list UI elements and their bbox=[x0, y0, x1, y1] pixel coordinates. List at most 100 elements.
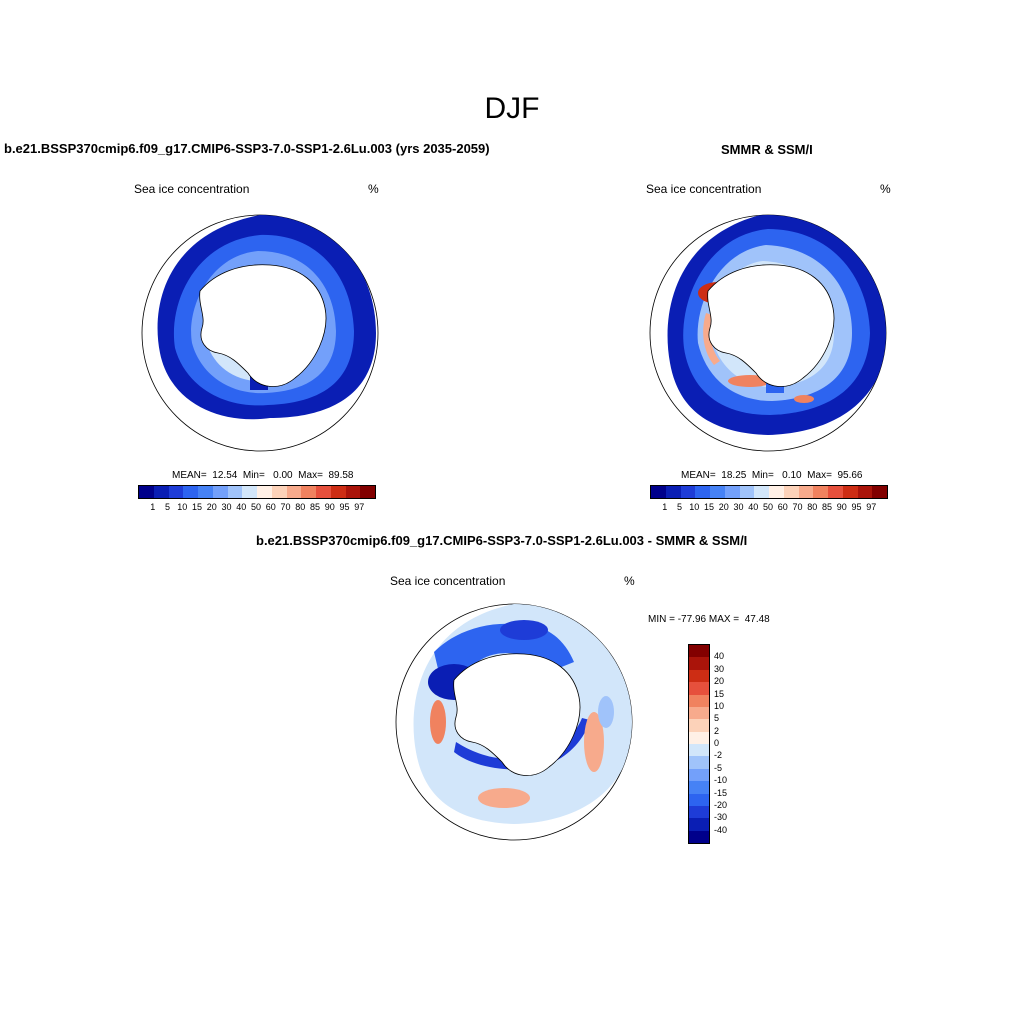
colorbar-obs-swatch bbox=[665, 486, 681, 498]
variable-label-model: Sea ice concentration bbox=[134, 182, 250, 196]
colorbar-diff-swatch bbox=[689, 744, 709, 757]
colorbar-diff-tick-label: 40 bbox=[714, 651, 725, 662]
colorbar-diff-swatch bbox=[689, 706, 709, 720]
colorbar-diff-tick-label: -15 bbox=[714, 787, 728, 798]
colorbar-obs-swatch bbox=[813, 486, 828, 498]
colorbar-diff bbox=[688, 644, 710, 844]
colorbar-model bbox=[138, 485, 376, 499]
polar-map-diff bbox=[395, 603, 633, 841]
colorbar-obs-swatch bbox=[857, 486, 873, 498]
colorbar-obs-tick-label: 95 bbox=[851, 502, 862, 512]
colorbar-model-swatch bbox=[198, 486, 213, 498]
panel-title-model: b.e21.BSSP370cmip6.f09_g17.CMIP6-SSP3-7.… bbox=[4, 141, 490, 156]
colorbar-diff-swatch bbox=[689, 818, 709, 831]
colorbar-obs-swatch bbox=[754, 486, 769, 498]
colorbar-diff-swatch bbox=[689, 645, 709, 658]
colorbar-model-swatch bbox=[301, 486, 316, 498]
colorbar-model-tick-label: 70 bbox=[280, 502, 291, 512]
colorbar-diff-tick-label: 0 bbox=[714, 738, 720, 748]
colorbar-obs-swatch bbox=[828, 486, 843, 498]
colorbar-model-tick-label: 5 bbox=[164, 502, 171, 512]
figure-title: DJF bbox=[484, 92, 540, 125]
colorbar-obs-tick-label: 30 bbox=[733, 502, 744, 512]
colorbar-diff-swatch bbox=[689, 731, 709, 744]
colorbar-obs-tick-label: 15 bbox=[703, 502, 715, 512]
colorbar-diff-tick-label: -5 bbox=[714, 762, 723, 773]
colorbar-diff-swatch bbox=[689, 781, 709, 794]
colorbar-model-swatch bbox=[183, 486, 198, 498]
units-label-obs: % bbox=[880, 182, 891, 196]
colorbar-obs-tick-label: 90 bbox=[836, 502, 847, 512]
colorbar-diff-tick-label: -30 bbox=[714, 812, 728, 823]
colorbar-diff-tick-label: 30 bbox=[714, 663, 725, 674]
stats-model: MEAN= 12.54 Min= 0.00 Max= 89.58 bbox=[172, 470, 354, 481]
polar-map-obs bbox=[649, 214, 887, 452]
colorbar-diff-swatch bbox=[689, 719, 709, 732]
colorbar-diff-tick-label: 2 bbox=[714, 725, 720, 736]
colorbar-model-tick-label: 85 bbox=[309, 502, 321, 512]
colorbar-diff-swatch bbox=[689, 805, 709, 819]
colorbar-obs-swatch bbox=[783, 486, 799, 498]
colorbar-obs-swatch bbox=[680, 486, 696, 498]
variable-label-diff: Sea ice concentration bbox=[390, 574, 506, 588]
colorbar-diff-swatch bbox=[689, 768, 709, 782]
polar-map-model bbox=[141, 214, 379, 452]
colorbar-diff-swatch bbox=[689, 793, 709, 806]
colorbar-diff-swatch bbox=[689, 694, 709, 707]
colorbar-obs-swatch bbox=[651, 486, 666, 498]
colorbar-model-tick-label: 50 bbox=[250, 502, 262, 512]
colorbar-obs-swatch bbox=[724, 486, 740, 498]
antarctica-landmass bbox=[199, 264, 327, 387]
colorbar-model-tick-label: 80 bbox=[295, 502, 306, 512]
colorbar-obs-tick-label: 97 bbox=[866, 502, 877, 512]
colorbar-diff-tick-label: 10 bbox=[714, 700, 725, 711]
units-label-model: % bbox=[368, 182, 379, 196]
variable-label-obs: Sea ice concentration bbox=[646, 182, 762, 196]
colorbar-model-swatch bbox=[227, 486, 243, 498]
colorbar-ticks-model: 1 5 10 15 20 30 40 50 60 70 80 85 90 95 97 bbox=[138, 502, 374, 514]
colorbar-obs-swatch bbox=[739, 486, 755, 498]
colorbar-obs-tick-label: 5 bbox=[676, 502, 683, 512]
stats-obs: MEAN= 18.25 Min= 0.10 Max= 95.66 bbox=[681, 470, 863, 481]
colorbar-model-tick-label: 90 bbox=[324, 502, 335, 512]
colorbar-model-swatch bbox=[360, 486, 375, 498]
colorbar-diff-swatch bbox=[689, 756, 709, 769]
colorbar-obs-swatch bbox=[710, 486, 725, 498]
colorbar-model-tick-label: 15 bbox=[191, 502, 203, 512]
colorbar-model-swatch bbox=[271, 486, 287, 498]
colorbar-model-swatch bbox=[286, 486, 302, 498]
colorbar-model-swatch bbox=[168, 486, 184, 498]
colorbar-ticks-obs: 1 5 10 15 20 30 40 50 60 70 80 85 90 95 97 bbox=[650, 502, 886, 514]
colorbar-model-tick-label: 97 bbox=[354, 502, 365, 512]
colorbar-model-tick-label: 10 bbox=[177, 502, 188, 512]
colorbar-obs-tick-label: 10 bbox=[689, 502, 700, 512]
colorbar-diff-swatch bbox=[689, 669, 709, 683]
panel-title-obs: SMMR & SSM/I bbox=[721, 142, 813, 157]
colorbar-obs-swatch bbox=[872, 486, 887, 498]
colorbar-model-swatch bbox=[153, 486, 169, 498]
colorbar-model-swatch bbox=[257, 486, 272, 498]
colorbar-model-swatch bbox=[212, 486, 228, 498]
colorbar-diff-swatch bbox=[689, 682, 709, 695]
colorbar-diff-tick-label: -10 bbox=[714, 775, 728, 786]
colorbar-model-tick-label: 40 bbox=[236, 502, 247, 512]
colorbar-model-tick-label: 95 bbox=[339, 502, 350, 512]
colorbar-obs-tick-label: 60 bbox=[777, 502, 788, 512]
colorbar-diff-tick-label: 20 bbox=[714, 676, 725, 687]
colorbar-obs-swatch bbox=[695, 486, 710, 498]
colorbar-model-tick-label: 30 bbox=[221, 502, 232, 512]
colorbar-diff-tick-label: 15 bbox=[714, 688, 725, 699]
colorbar-obs-swatch bbox=[769, 486, 784, 498]
colorbar-model-swatch bbox=[330, 486, 346, 498]
colorbar-diff-swatch bbox=[689, 830, 709, 843]
units-label-diff: % bbox=[624, 574, 635, 588]
stats-diff: MIN = -77.96 MAX = 47.48 bbox=[648, 614, 770, 625]
colorbar-diff-swatch bbox=[689, 657, 709, 670]
colorbar-diff-tick-label: 5 bbox=[714, 713, 720, 724]
colorbar-obs-tick-label: 85 bbox=[821, 502, 833, 512]
colorbar-diff-tick-label: -40 bbox=[714, 824, 728, 835]
colorbar-diff-tick-label: -20 bbox=[714, 799, 728, 810]
colorbar-obs-tick-label: 40 bbox=[748, 502, 759, 512]
colorbar-obs-tick-label: 50 bbox=[762, 502, 774, 512]
colorbar-obs-tick-label: 20 bbox=[718, 502, 729, 512]
